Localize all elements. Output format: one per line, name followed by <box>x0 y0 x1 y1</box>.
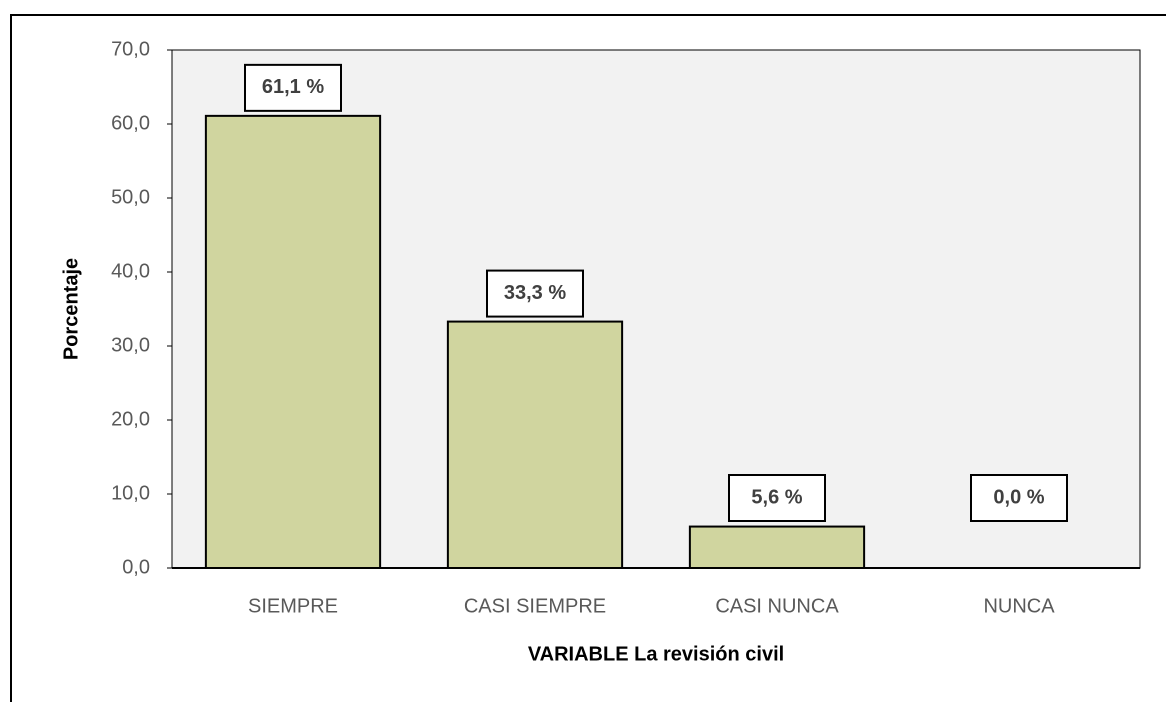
x-tick-label: CASI SIEMPRE <box>464 595 606 617</box>
value-label: 0,0 % <box>993 486 1044 508</box>
value-label: 33,3 % <box>504 282 566 304</box>
y-tick-label: 40,0 <box>111 260 150 282</box>
value-label: 61,1 % <box>262 76 324 98</box>
y-tick-label: 50,0 <box>111 186 150 208</box>
bar <box>446 320 624 569</box>
bar <box>688 525 866 569</box>
value-label-box <box>970 474 1068 522</box>
x-tick-label: CASI NUNCA <box>715 595 839 617</box>
y-tick-label: 70,0 <box>111 38 150 60</box>
value-label: 5,6 % <box>751 486 802 508</box>
x-axis-label: VARIABLE La revisión civil <box>528 643 784 665</box>
x-tick-label: NUNCA <box>983 595 1055 617</box>
value-label-box <box>486 269 584 318</box>
y-axis-label: Porcentaje <box>60 258 82 360</box>
y-tick-label: 60,0 <box>111 112 150 134</box>
value-label-box <box>244 63 342 112</box>
y-tick-label: 0,0 <box>122 556 150 578</box>
y-tick-label: 10,0 <box>111 482 150 504</box>
bar <box>204 114 382 570</box>
value-label-box <box>728 474 826 522</box>
y-tick-label: 30,0 <box>111 334 150 356</box>
y-tick-label: 20,0 <box>111 408 150 430</box>
x-tick-label: SIEMPRE <box>248 595 338 617</box>
